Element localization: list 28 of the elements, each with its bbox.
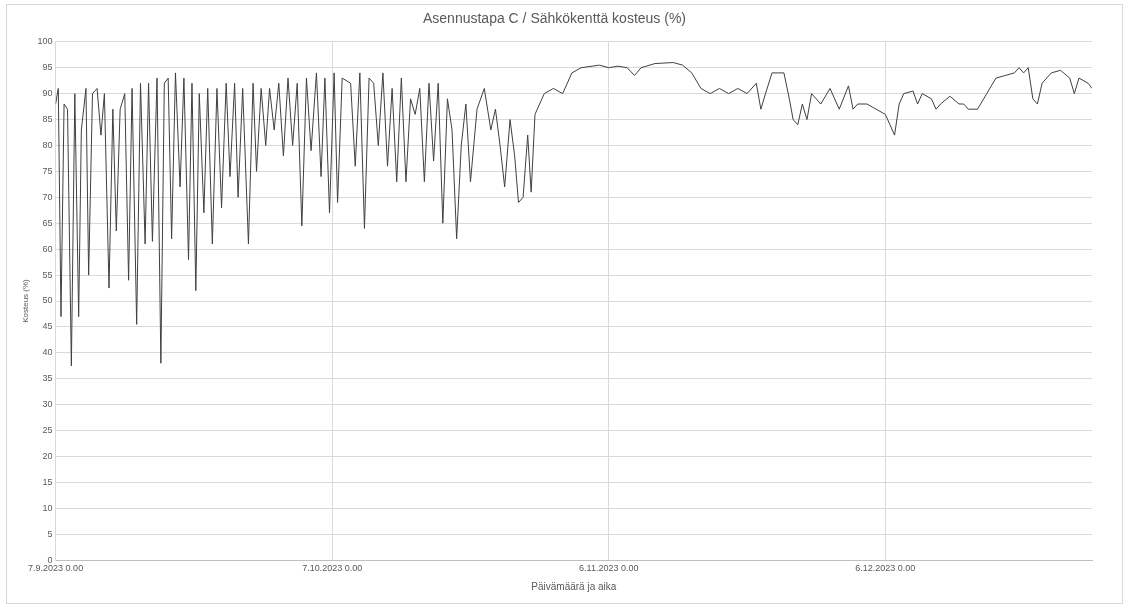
y-tick-label: 20 <box>42 451 53 461</box>
y-tick-label: 100 <box>37 36 53 47</box>
y-tick-label: 95 <box>42 62 53 73</box>
y-tick-label: 25 <box>42 425 53 436</box>
y-tick-label: 60 <box>42 243 53 254</box>
y-tick-label: 35 <box>42 373 53 384</box>
y-tick-label: 75 <box>42 165 53 176</box>
x-axis-title: Päivämäärä ja aika <box>531 580 617 592</box>
x-tick-label: 6.11.2023 0.00 <box>579 563 639 574</box>
x-tick-label: 6.12.2023 0.00 <box>855 563 916 574</box>
y-tick-label: 85 <box>42 114 53 125</box>
x-tick-label: 7.10.2023 0.00 <box>302 563 363 574</box>
y-tick-label: 50 <box>42 295 53 306</box>
x-tick-label: 7.9.2023 0.00 <box>28 563 84 574</box>
y-tick-label: 90 <box>42 88 53 99</box>
y-tick-label: 10 <box>42 502 53 513</box>
y-tick-label: 80 <box>42 139 53 150</box>
y-tick-label: 5 <box>47 528 53 539</box>
y-tick-label: 0 <box>47 554 53 565</box>
y-tick-label: 45 <box>42 321 53 332</box>
y-tick-label: 15 <box>42 476 53 487</box>
y-tick-label: 40 <box>42 347 53 358</box>
y-axis-title: Kosteus (%) <box>21 278 30 323</box>
y-tick-label: 55 <box>42 269 53 280</box>
y-tick-label: 70 <box>42 191 53 202</box>
y-tick-label: 30 <box>42 399 53 410</box>
chart-title: Asennustapa C / Sähkökenttä kosteus (%) <box>422 10 687 27</box>
y-tick-label: 65 <box>42 217 53 228</box>
